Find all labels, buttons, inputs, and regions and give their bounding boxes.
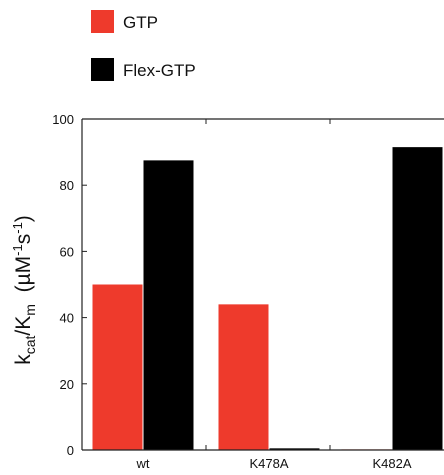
bars xyxy=(92,147,443,450)
y-label-cat: cat xyxy=(22,336,38,355)
bar-flex-gtp-k482a xyxy=(392,147,443,450)
y-label-units-open: (µM xyxy=(12,256,35,304)
legend-swatch-gtp xyxy=(91,10,114,33)
y-tick-label: 100 xyxy=(52,112,74,127)
bar-flex-gtp-wt xyxy=(143,160,194,450)
y-label-exp2: -1 xyxy=(10,222,25,234)
y-tick-label: 80 xyxy=(60,178,74,193)
y-label-exp1: -1 xyxy=(10,244,25,256)
y-tick-label: 20 xyxy=(60,377,74,392)
legend-label-gtp: GTP xyxy=(123,13,158,32)
y-label-m: m xyxy=(22,304,38,316)
y-label-slash-k: /K xyxy=(12,316,35,336)
legend: GTP Flex-GTP xyxy=(91,10,196,81)
y-tick-label: 0 xyxy=(67,443,74,458)
x-tick-label: K482A xyxy=(372,456,411,471)
bar-gtp-wt xyxy=(92,284,143,450)
y-axis-label: kcat/Km (µM-1s-1) xyxy=(10,215,38,365)
y-label-s: s xyxy=(12,234,35,245)
y-tick-label: 60 xyxy=(60,244,74,259)
legend-label-flex-gtp: Flex-GTP xyxy=(123,61,196,80)
y-tick-label: 40 xyxy=(60,311,74,326)
bar-gtp-k478a xyxy=(218,304,269,450)
plot-frame xyxy=(81,118,444,451)
x-tick-label: K478A xyxy=(249,456,288,471)
bar-flex-gtp-k478a xyxy=(269,448,320,450)
x-axis: wt K478A K482A xyxy=(136,119,412,471)
y-label-units-close: ) xyxy=(12,215,35,222)
x-tick-label: wt xyxy=(136,456,150,471)
legend-swatch-flex-gtp xyxy=(91,58,114,81)
y-label-k: k xyxy=(12,354,35,365)
